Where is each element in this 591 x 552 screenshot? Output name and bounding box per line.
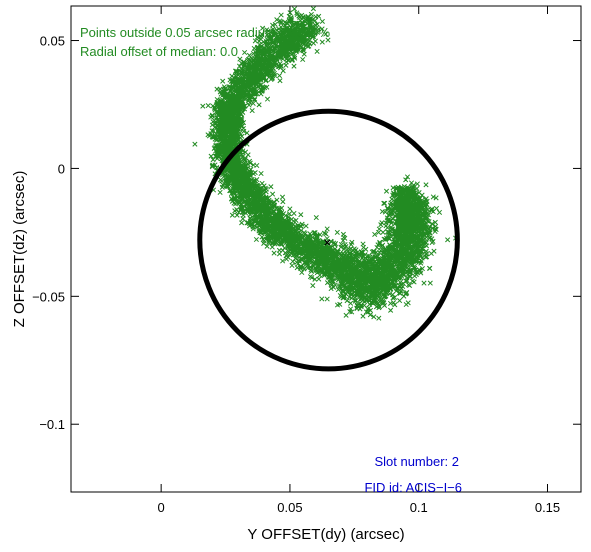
y-tick-label: 0.05 <box>40 34 65 49</box>
x-tick-label: 0.1 <box>410 500 428 515</box>
median-x-mark <box>324 239 331 246</box>
y-tick-label: −0.1 <box>39 417 65 432</box>
x-tick-label: 0 <box>158 500 165 515</box>
scatter-marks <box>192 6 459 321</box>
x-axis-label: Y OFFSET(dy) (arcsec) <box>247 526 404 543</box>
median-marker <box>324 239 331 246</box>
x-tick-label: 0.15 <box>535 500 560 515</box>
median-offset-annotation: Radial offset of median: 0.0 <box>80 44 238 59</box>
scatter-points <box>192 6 459 321</box>
outside-radius-annotation: Points outside 0.05 arcsec radius: 26.52… <box>80 25 330 40</box>
y-axis-label: Z OFFSET(dz) (arcsec) <box>11 171 28 328</box>
y-tick-label: 0 <box>58 161 65 176</box>
fid-id-annotation: FID id: ACIS−I−6 <box>364 480 462 495</box>
radius-circle <box>197 108 460 372</box>
plot-frame <box>70 5 582 493</box>
axis-tick-labels: 0 0.05 0.1 0.15 −0.1 −0.05 0 0.05 <box>32 34 560 515</box>
x-tick-label: 0.05 <box>277 500 302 515</box>
y-tick-label: −0.05 <box>32 289 65 304</box>
slot-number-annotation: Slot number: 2 <box>374 454 459 469</box>
